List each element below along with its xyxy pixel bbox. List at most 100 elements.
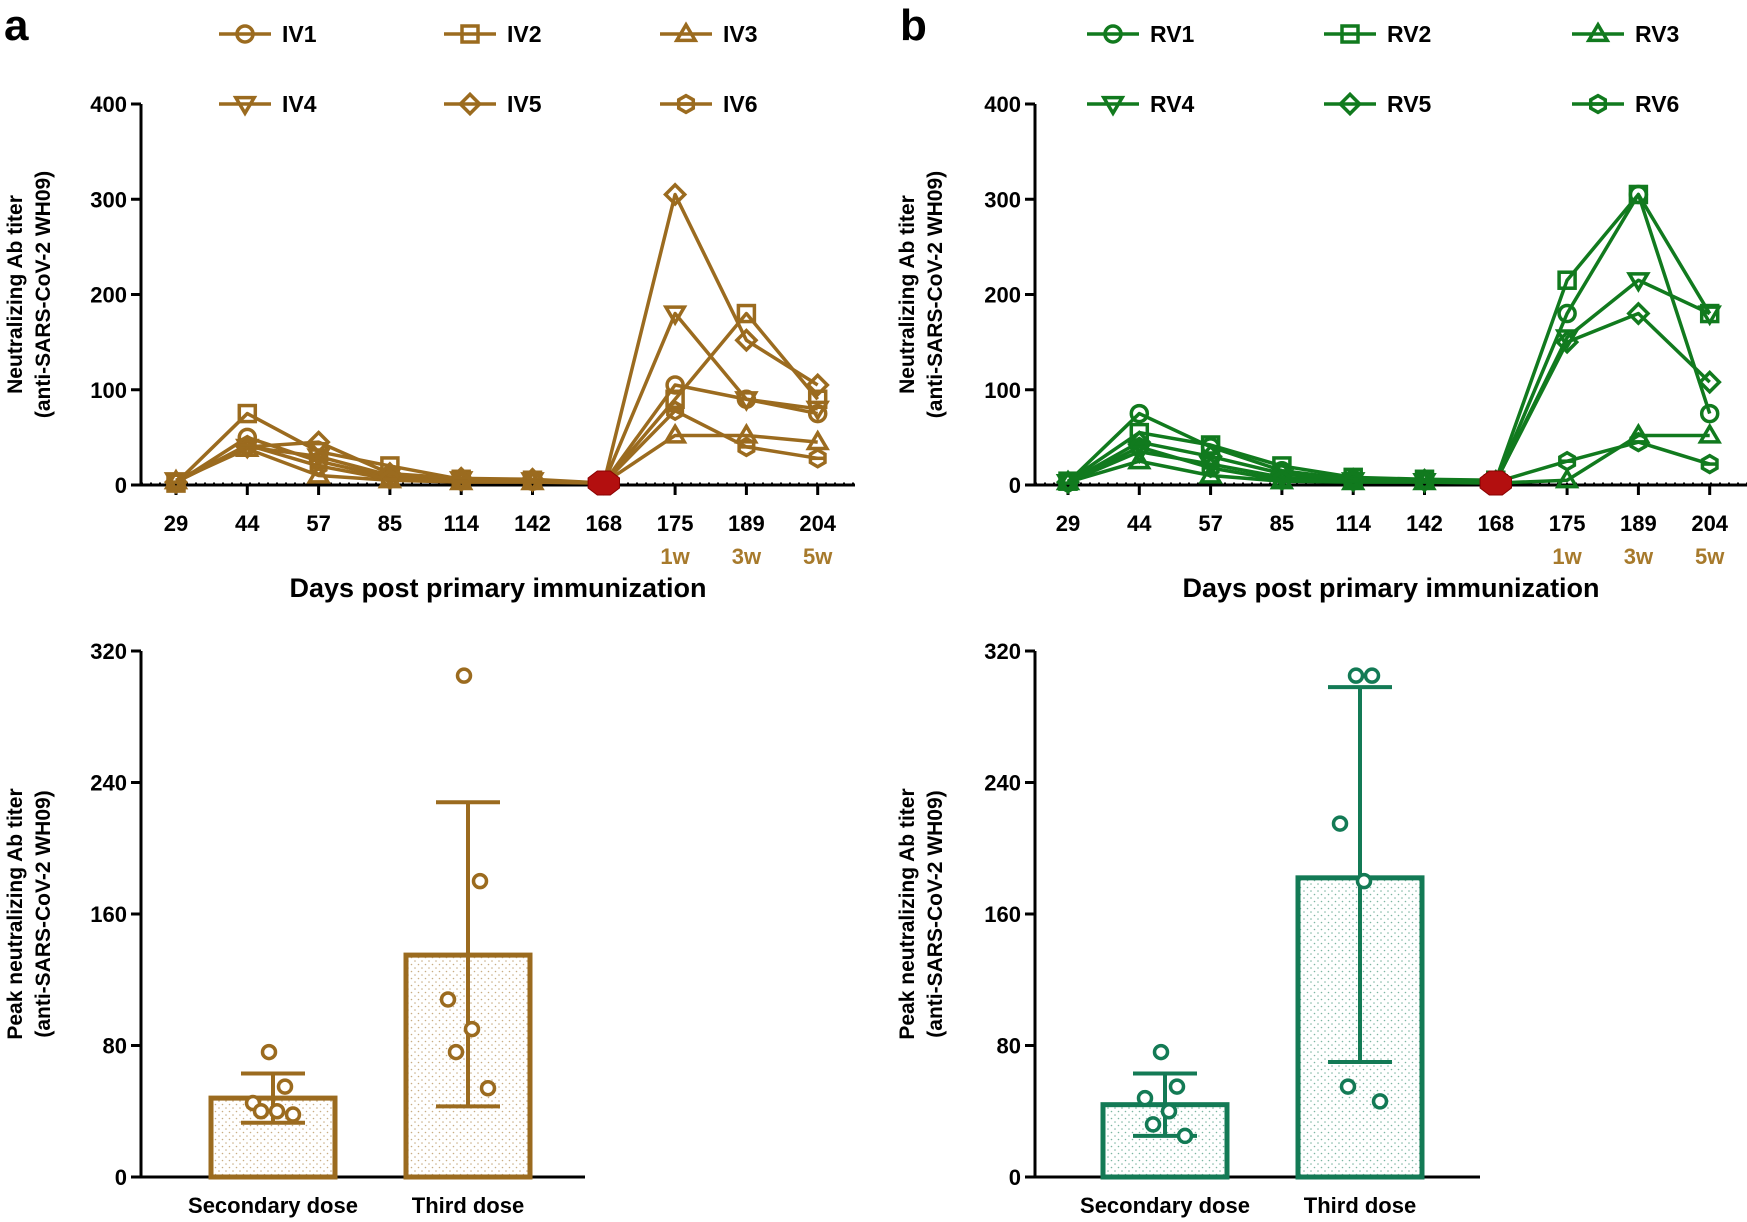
- data-point: [1272, 469, 1291, 491]
- individual-data-point: [479, 1079, 497, 1097]
- x-tick-label: 168: [585, 511, 622, 536]
- legend-marker-icon: [1588, 93, 1608, 115]
- data-point: [1699, 403, 1720, 424]
- data-point-outline: [309, 455, 328, 477]
- series-line: [1067, 440, 1711, 485]
- data-point: [734, 328, 759, 353]
- legend-item-iv5: IV5: [444, 91, 542, 117]
- data-point: [1628, 184, 1649, 205]
- y-axis-title-line2: (anti-SARS-CoV-2 WH09): [924, 171, 947, 418]
- x-sub-label: 5w: [803, 544, 833, 569]
- individual-data-point: [1347, 667, 1365, 684]
- y-axis-title-line2: (anti-SARS-CoV-2 WH09): [32, 790, 55, 1037]
- data-point: [1557, 303, 1577, 324]
- booster-dose-marker: [1479, 470, 1513, 496]
- bar-chart-panel-a: 0 80 160 240 320 Peak neutralizing Ab titer (a…: [4, 639, 585, 1218]
- data-point-outline: [166, 471, 186, 493]
- legend-marker-icon: [1340, 24, 1360, 44]
- legend-item-iv4: IV4: [219, 91, 317, 117]
- data-point: [523, 470, 542, 492]
- data-point: [1555, 330, 1580, 355]
- data-point-outline: [523, 470, 542, 492]
- individual-data-point: [463, 1020, 481, 1038]
- legend-item-iv6: IV6: [660, 91, 758, 117]
- data-point-outline: [1558, 450, 1577, 472]
- x-tick-label: 204: [799, 511, 836, 536]
- y-tick-label: 300: [984, 187, 1021, 212]
- data-point: [665, 389, 685, 410]
- individual-data-point: [471, 872, 489, 890]
- y-tick-label: 300: [90, 187, 127, 212]
- y-tick-label: 200: [984, 283, 1021, 308]
- x-tick-label: 44: [235, 511, 260, 536]
- data-point: [1415, 470, 1434, 492]
- y-tick-label: 160: [90, 902, 127, 927]
- y-tick-label: 320: [90, 639, 127, 664]
- x-sub-label: 1w: [660, 544, 690, 569]
- data-point: [1198, 444, 1223, 469]
- data-point: [237, 403, 258, 424]
- individual-data-point: [260, 1043, 278, 1061]
- data-point: [736, 303, 757, 324]
- x-tick-label: 168: [1477, 511, 1514, 536]
- data-point: [1626, 301, 1651, 326]
- series-rv4: [1055, 272, 1722, 495]
- panel-letter-b: b: [900, 1, 927, 50]
- data-point: [377, 461, 402, 486]
- data-point: [1344, 470, 1363, 492]
- legend-label: IV5: [507, 91, 542, 117]
- bar-group-third-dose: [1295, 667, 1425, 1180]
- data-point: [1697, 422, 1722, 444]
- data-point-outline: [1344, 470, 1363, 492]
- individual-data-point: [1160, 1103, 1178, 1120]
- x-tick-label: 57: [1198, 511, 1222, 536]
- legend-marker-icon: [460, 24, 480, 44]
- x-category-label: Third dose: [1304, 1193, 1416, 1218]
- y-tick-label: 400: [984, 92, 1021, 117]
- x-tick-label: 175: [1549, 511, 1586, 536]
- legend-marker-icon-outline: [1588, 93, 1608, 115]
- data-point-outline: [808, 447, 827, 469]
- data-point: [306, 430, 331, 455]
- data-point: [662, 305, 688, 327]
- y-tick-label: 0: [1009, 1165, 1021, 1190]
- legend-label: RV1: [1150, 21, 1195, 47]
- data-point: [1058, 472, 1078, 494]
- legend-label: RV6: [1635, 91, 1679, 117]
- y-tick-label: 200: [90, 283, 127, 308]
- legend-label: RV3: [1635, 21, 1679, 47]
- data-point: [1201, 457, 1220, 479]
- x-tick-label: 204: [1691, 511, 1728, 536]
- data-point: [1554, 467, 1580, 489]
- line-chart-panel-b: 0 100 200 300 400 29 44 57 85 114 142 168 175 1w 189 3w…: [896, 21, 1747, 603]
- x-tick-label: 142: [1406, 511, 1443, 536]
- legend-label: IV3: [723, 21, 758, 47]
- data-point: [1697, 305, 1722, 327]
- data-point: [166, 471, 186, 493]
- legend-item-rv4: RV4: [1087, 91, 1195, 117]
- y-tick-label: 80: [103, 1034, 127, 1059]
- data-point: [1269, 461, 1294, 486]
- legend-marker-icon-outline: [676, 93, 696, 115]
- x-category-label: Secondary dose: [1080, 1193, 1250, 1218]
- data-point: [1697, 370, 1722, 395]
- data-point: [805, 400, 830, 422]
- legend-marker-icon: [235, 24, 255, 44]
- y-tick-label: 240: [90, 771, 127, 796]
- x-axis-title: Days post primary immunization: [289, 573, 706, 603]
- y-axis-title-line1: Neutralizing Ab titer: [4, 195, 27, 394]
- legend-item-rv6: RV6: [1572, 91, 1679, 117]
- y-tick-label: 400: [90, 92, 127, 117]
- series-line: [1066, 192, 1712, 484]
- y-axis-title-line1: Neutralizing Ab titer: [896, 195, 919, 394]
- y-tick-label: 0: [1009, 473, 1021, 498]
- data-point: [1700, 453, 1719, 475]
- individual-data-point: [1355, 872, 1373, 890]
- data-point-outline: [452, 470, 471, 492]
- y-tick-label: 100: [90, 378, 127, 403]
- data-point: [734, 391, 759, 412]
- individual-data-point: [1168, 1078, 1186, 1095]
- y-tick-label: 320: [984, 639, 1021, 664]
- y-tick-label: 80: [997, 1034, 1021, 1059]
